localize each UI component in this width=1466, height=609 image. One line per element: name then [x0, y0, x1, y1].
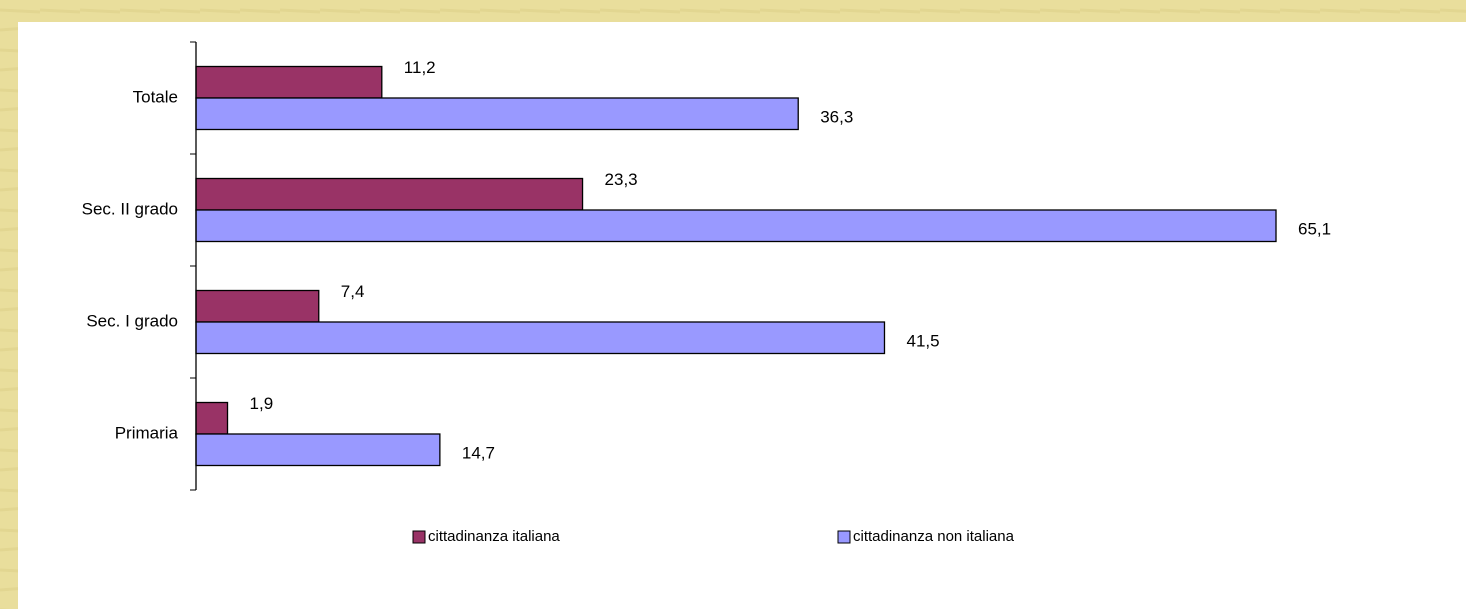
data-label: 1,9 — [250, 394, 274, 413]
bar — [195, 289, 320, 323]
data-label: 36,3 — [820, 107, 853, 126]
legend-swatch — [837, 530, 851, 544]
legend-swatch — [412, 530, 426, 544]
data-label: 11,2 — [404, 58, 436, 77]
data-label: 7,4 — [341, 282, 365, 301]
bar — [195, 97, 799, 131]
bar — [195, 433, 441, 467]
legend-label: cittadinanza non italiana — [853, 528, 1015, 545]
bar — [195, 401, 229, 435]
data-label: 41,5 — [906, 331, 939, 350]
y-tick-label: Sec. II grado — [82, 199, 178, 218]
bar — [195, 209, 1277, 243]
data-label: 14,7 — [462, 443, 495, 462]
y-tick-label: Sec. I grado — [86, 311, 178, 330]
y-tick-label: Totale — [133, 87, 178, 106]
legend-label: cittadinanza italiana — [428, 528, 560, 545]
data-label: 65,1 — [1298, 219, 1331, 238]
bar — [195, 321, 886, 355]
bar — [195, 65, 383, 99]
bar — [195, 177, 584, 211]
y-tick-label: Primaria — [115, 423, 179, 442]
data-label: 23,3 — [605, 170, 638, 189]
